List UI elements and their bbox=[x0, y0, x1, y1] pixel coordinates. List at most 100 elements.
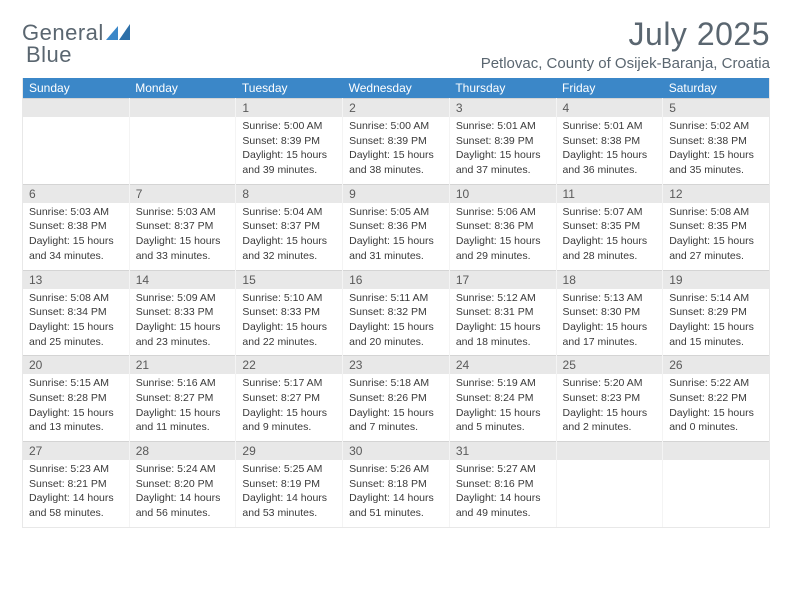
sunset-text: Sunset: 8:18 PM bbox=[349, 477, 443, 492]
date-cell: 12 bbox=[663, 184, 770, 203]
daylight-text: Daylight: 15 hours and 39 minutes. bbox=[242, 148, 336, 177]
sunset-text: Sunset: 8:34 PM bbox=[29, 305, 123, 320]
sunset-text: Sunset: 8:19 PM bbox=[242, 477, 336, 492]
daylight-text: Daylight: 15 hours and 23 minutes. bbox=[136, 320, 230, 349]
date-cell: 1 bbox=[236, 99, 343, 118]
logo-text-b-wrap: Blue bbox=[26, 42, 72, 68]
day-data-cell: Sunrise: 5:09 AMSunset: 8:33 PMDaylight:… bbox=[129, 289, 236, 356]
daylight-text: Daylight: 15 hours and 7 minutes. bbox=[349, 406, 443, 435]
day-header-cell: Tuesday bbox=[236, 78, 343, 99]
sunrise-text: Sunrise: 5:00 AM bbox=[242, 119, 336, 134]
sunrise-text: Sunrise: 5:07 AM bbox=[563, 205, 657, 220]
sunset-text: Sunset: 8:33 PM bbox=[136, 305, 230, 320]
sunrise-text: Sunrise: 5:27 AM bbox=[456, 462, 550, 477]
day-data-cell: Sunrise: 5:00 AMSunset: 8:39 PMDaylight:… bbox=[343, 117, 450, 184]
day-data-cell: Sunrise: 5:02 AMSunset: 8:38 PMDaylight:… bbox=[663, 117, 770, 184]
data-row: Sunrise: 5:15 AMSunset: 8:28 PMDaylight:… bbox=[23, 374, 770, 441]
day-data-cell: Sunrise: 5:10 AMSunset: 8:33 PMDaylight:… bbox=[236, 289, 343, 356]
day-data-cell: Sunrise: 5:12 AMSunset: 8:31 PMDaylight:… bbox=[449, 289, 556, 356]
daylight-text: Daylight: 15 hours and 27 minutes. bbox=[669, 234, 763, 263]
day-data-cell bbox=[23, 117, 130, 184]
day-data-cell: Sunrise: 5:24 AMSunset: 8:20 PMDaylight:… bbox=[129, 460, 236, 527]
day-header-cell: Monday bbox=[129, 78, 236, 99]
sunset-text: Sunset: 8:24 PM bbox=[456, 391, 550, 406]
daylight-text: Daylight: 15 hours and 0 minutes. bbox=[669, 406, 763, 435]
day-data-cell: Sunrise: 5:11 AMSunset: 8:32 PMDaylight:… bbox=[343, 289, 450, 356]
date-cell: 8 bbox=[236, 184, 343, 203]
day-data-cell: Sunrise: 5:05 AMSunset: 8:36 PMDaylight:… bbox=[343, 203, 450, 270]
day-header-cell: Wednesday bbox=[343, 78, 450, 99]
date-cell: 17 bbox=[449, 270, 556, 289]
daylight-text: Daylight: 15 hours and 20 minutes. bbox=[349, 320, 443, 349]
date-cell: 6 bbox=[23, 184, 130, 203]
calendar-body: 12345Sunrise: 5:00 AMSunset: 8:39 PMDayl… bbox=[23, 99, 770, 528]
sunrise-text: Sunrise: 5:09 AM bbox=[136, 291, 230, 306]
sunrise-text: Sunrise: 5:22 AM bbox=[669, 376, 763, 391]
sunrise-text: Sunrise: 5:17 AM bbox=[242, 376, 336, 391]
day-data-cell: Sunrise: 5:17 AMSunset: 8:27 PMDaylight:… bbox=[236, 374, 343, 441]
date-cell: 27 bbox=[23, 442, 130, 461]
date-row: 13141516171819 bbox=[23, 270, 770, 289]
header-right: July 2025 Petlovac, County of Osijek-Bar… bbox=[481, 16, 770, 72]
sunset-text: Sunset: 8:23 PM bbox=[563, 391, 657, 406]
daylight-text: Daylight: 15 hours and 15 minutes. bbox=[669, 320, 763, 349]
date-cell: 26 bbox=[663, 356, 770, 375]
date-cell: 28 bbox=[129, 442, 236, 461]
date-cell: 25 bbox=[556, 356, 663, 375]
day-data-cell: Sunrise: 5:00 AMSunset: 8:39 PMDaylight:… bbox=[236, 117, 343, 184]
sunset-text: Sunset: 8:31 PM bbox=[456, 305, 550, 320]
date-cell: 24 bbox=[449, 356, 556, 375]
daylight-text: Daylight: 15 hours and 34 minutes. bbox=[29, 234, 123, 263]
location-text: Petlovac, County of Osijek-Baranja, Croa… bbox=[481, 55, 770, 72]
sunrise-text: Sunrise: 5:03 AM bbox=[136, 205, 230, 220]
day-data-cell: Sunrise: 5:23 AMSunset: 8:21 PMDaylight:… bbox=[23, 460, 130, 527]
date-cell bbox=[663, 442, 770, 461]
sunrise-text: Sunrise: 5:23 AM bbox=[29, 462, 123, 477]
daylight-text: Daylight: 15 hours and 17 minutes. bbox=[563, 320, 657, 349]
sunset-text: Sunset: 8:38 PM bbox=[563, 134, 657, 149]
sunrise-text: Sunrise: 5:25 AM bbox=[242, 462, 336, 477]
day-data-cell: Sunrise: 5:07 AMSunset: 8:35 PMDaylight:… bbox=[556, 203, 663, 270]
sunset-text: Sunset: 8:22 PM bbox=[669, 391, 763, 406]
calendar-table: SundayMondayTuesdayWednesdayThursdayFrid… bbox=[22, 78, 770, 528]
daylight-text: Daylight: 14 hours and 53 minutes. bbox=[242, 491, 336, 520]
sunset-text: Sunset: 8:37 PM bbox=[136, 219, 230, 234]
data-row: Sunrise: 5:00 AMSunset: 8:39 PMDaylight:… bbox=[23, 117, 770, 184]
date-cell: 14 bbox=[129, 270, 236, 289]
daylight-text: Daylight: 14 hours and 51 minutes. bbox=[349, 491, 443, 520]
date-row: 6789101112 bbox=[23, 184, 770, 203]
daylight-text: Daylight: 15 hours and 2 minutes. bbox=[563, 406, 657, 435]
sunset-text: Sunset: 8:38 PM bbox=[669, 134, 763, 149]
date-cell: 9 bbox=[343, 184, 450, 203]
month-title: July 2025 bbox=[481, 16, 770, 53]
data-row: Sunrise: 5:23 AMSunset: 8:21 PMDaylight:… bbox=[23, 460, 770, 527]
day-data-cell: Sunrise: 5:20 AMSunset: 8:23 PMDaylight:… bbox=[556, 374, 663, 441]
data-row: Sunrise: 5:03 AMSunset: 8:38 PMDaylight:… bbox=[23, 203, 770, 270]
data-row: Sunrise: 5:08 AMSunset: 8:34 PM Daylight:… bbox=[23, 289, 770, 356]
day-header-cell: Friday bbox=[556, 78, 663, 99]
day-data-cell: Sunrise: 5:27 AMSunset: 8:16 PMDaylight:… bbox=[449, 460, 556, 527]
sunrise-text: Sunrise: 5:01 AM bbox=[456, 119, 550, 134]
sunrise-text: Sunrise: 5:08 AM bbox=[29, 291, 123, 306]
date-cell: 21 bbox=[129, 356, 236, 375]
daylight-text: Daylight: 15 hours and 5 minutes. bbox=[456, 406, 550, 435]
daylight-text: Daylight: 15 hours and 31 minutes. bbox=[349, 234, 443, 263]
date-cell: 15 bbox=[236, 270, 343, 289]
day-data-cell: Sunrise: 5:18 AMSunset: 8:26 PMDaylight:… bbox=[343, 374, 450, 441]
date-row: 20212223242526 bbox=[23, 356, 770, 375]
daylight-text: Daylight: 15 hours and 18 minutes. bbox=[456, 320, 550, 349]
day-data-cell bbox=[556, 460, 663, 527]
day-data-cell: Sunrise: 5:16 AMSunset: 8:27 PMDaylight:… bbox=[129, 374, 236, 441]
date-cell: 3 bbox=[449, 99, 556, 118]
date-cell: 11 bbox=[556, 184, 663, 203]
date-cell: 22 bbox=[236, 356, 343, 375]
sunset-text: Sunset: 8:37 PM bbox=[242, 219, 336, 234]
day-data-cell: Sunrise: 5:14 AMSunset: 8:29 PMDaylight:… bbox=[663, 289, 770, 356]
daylight-text: Daylight: 15 hours and 38 minutes. bbox=[349, 148, 443, 177]
sunset-text: Sunset: 8:32 PM bbox=[349, 305, 443, 320]
sunrise-text: Sunrise: 5:24 AM bbox=[136, 462, 230, 477]
daylight-text: Daylight: 14 hours and 58 minutes. bbox=[29, 491, 123, 520]
sunset-text: Sunset: 8:28 PM bbox=[29, 391, 123, 406]
sunset-text: Sunset: 8:21 PM bbox=[29, 477, 123, 492]
sunrise-text: Sunrise: 5:10 AM bbox=[242, 291, 336, 306]
